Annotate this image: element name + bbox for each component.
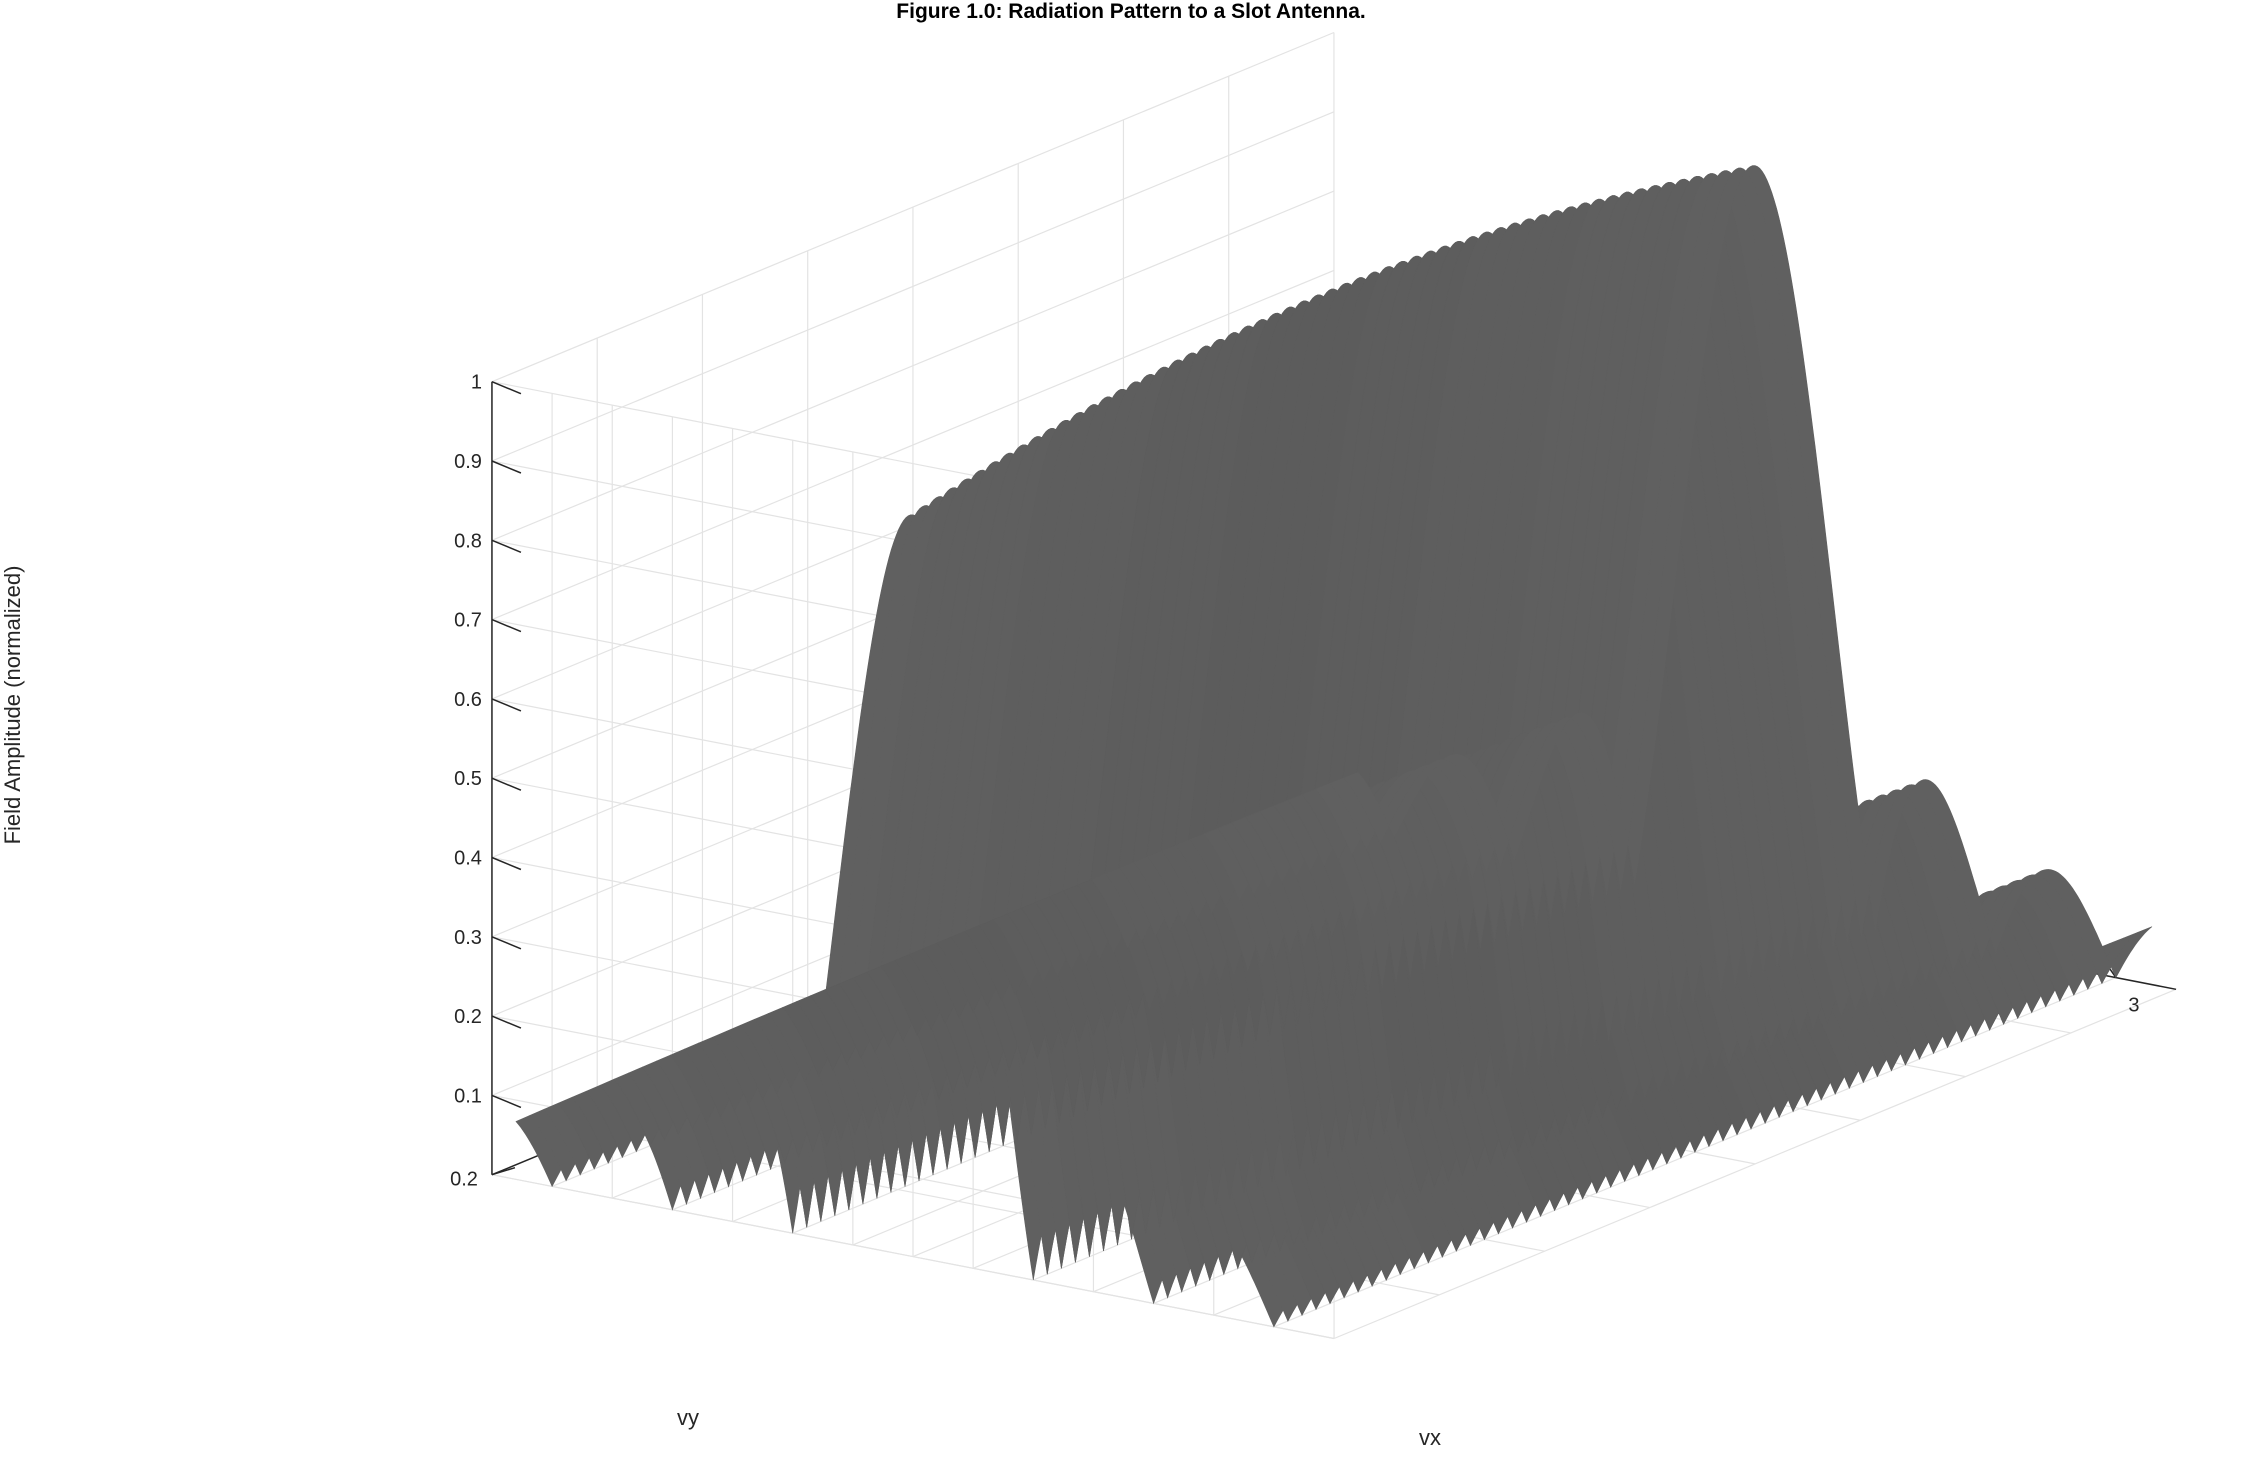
- z-tick-label: 0.7: [454, 610, 482, 632]
- grid-line: [491, 1174, 1335, 1340]
- z-tick-label: 0.3: [454, 927, 482, 949]
- z-tick-label: 0.1: [454, 1085, 482, 1107]
- grid-line: [491, 31, 1335, 383]
- z-tick-label: 0.4: [454, 848, 482, 870]
- y-tick: [491, 1166, 516, 1176]
- y-axis-label: vy: [677, 1405, 699, 1430]
- z-tick: [491, 618, 522, 633]
- z-tick: [491, 381, 522, 395]
- z-tick: [491, 1094, 522, 1109]
- z-tick: [491, 698, 522, 712]
- surface-strip: [1343, 165, 2153, 985]
- x-tick-label: 3: [2128, 995, 2139, 1017]
- chart-title: Figure 1.0: Radiation Pattern to a Slot …: [896, 0, 1365, 23]
- surface: [515, 165, 2153, 1328]
- z-tick: [491, 777, 522, 791]
- z-tick: [491, 936, 522, 950]
- z-tick: [491, 1015, 522, 1029]
- z-tick: [491, 539, 522, 553]
- z-tick-label: 0.2: [454, 1006, 482, 1028]
- z-tick-label: 0.6: [454, 689, 482, 711]
- grid-line: [491, 269, 1335, 621]
- x-axis-label: vx: [1419, 1425, 1441, 1450]
- z-tick-label: 0.8: [454, 530, 482, 552]
- z-tick: [491, 460, 522, 474]
- z-axis-label: Field Amplitude (normalized): [0, 566, 25, 845]
- z-tick-label: 0.5: [454, 768, 482, 790]
- z-tick-label: 0.9: [454, 451, 482, 473]
- y-tick-label: 0.2: [450, 1169, 478, 1191]
- grid-line: [491, 111, 1335, 462]
- z-tick-label: 1: [471, 372, 482, 394]
- z-tick: [491, 856, 522, 871]
- grid-line: [491, 190, 1335, 541]
